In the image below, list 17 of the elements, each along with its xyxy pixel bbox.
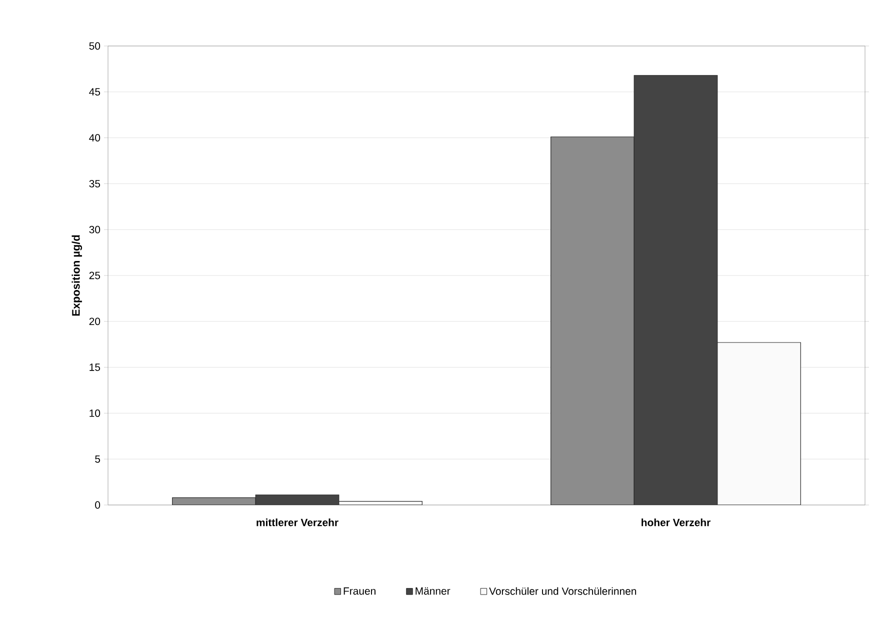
legend-label: Frauen xyxy=(344,587,376,595)
y-tick-label: 0 xyxy=(95,501,100,509)
y-tick-label: 35 xyxy=(89,180,100,188)
y-tick-label: 40 xyxy=(89,134,100,142)
legend-label: Männer xyxy=(416,587,450,595)
y-tick-label: 45 xyxy=(89,88,100,96)
y-tick-label: 20 xyxy=(89,318,100,326)
x-tick-label: mittlerer Verzehr xyxy=(256,518,338,526)
legend-label: Vorschüler und Vorschülerinnen xyxy=(489,587,636,595)
y-tick-label: 30 xyxy=(89,226,100,234)
y-tick-label: 15 xyxy=(90,364,100,371)
y-tick-label: 25 xyxy=(89,272,100,280)
y-tick-label: 50 xyxy=(89,42,100,50)
y-tick-label: 5 xyxy=(95,455,100,463)
x-tick-label: hoher Verzehr xyxy=(642,518,710,526)
y-tick-label: 10 xyxy=(90,409,100,417)
y-axis-title: Exposition µg/d xyxy=(72,235,82,316)
